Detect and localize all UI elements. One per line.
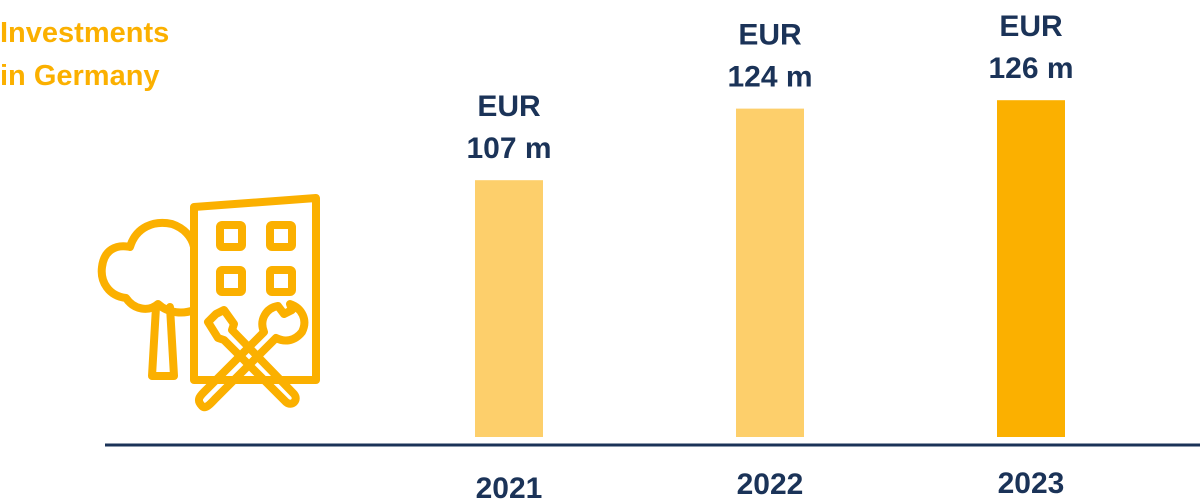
- building-tree-tools-icon: [97, 194, 320, 411]
- title-line: in Germany: [0, 60, 160, 92]
- data-label-2022: EUR: [738, 19, 802, 52]
- bar-2022: [736, 108, 804, 438]
- chart-title: Investments in Germany: [0, 12, 169, 98]
- bar-2023: [997, 100, 1065, 437]
- data-label-2023: EUR: [999, 10, 1063, 43]
- title-line: Investments: [0, 17, 170, 49]
- x-tick-label: 2021: [476, 472, 543, 500]
- data-label-2023: 126 m: [988, 52, 1073, 85]
- x-tick-label: 2023: [998, 467, 1065, 500]
- bar-2021: [475, 180, 543, 437]
- data-label-2021: EUR: [477, 90, 541, 123]
- data-label-2022: 124 m: [727, 61, 812, 94]
- data-label-2021: 107 m: [466, 132, 551, 165]
- x-tick-label: 2022: [737, 468, 804, 500]
